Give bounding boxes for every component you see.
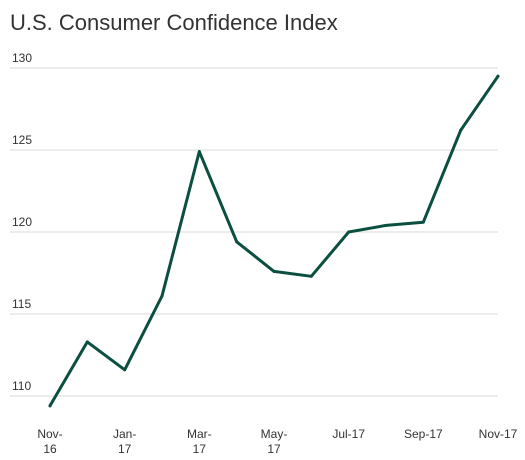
y-tick-label: 110 [12,379,31,393]
x-axis-ticks: Nov-16 Jan-17 Mar-17 May-17 Jul-17 Sep-17 Nov-… [37,427,517,456]
y-tick-label: 130 [12,51,32,65]
data-point [48,404,52,408]
chart-title: U.S. Consumer Confidence Index [10,10,338,35]
series-layer [48,74,500,408]
x-tick-label: Mar-17 [187,427,212,456]
data-point [160,294,164,298]
x-tick-label: Jan-17 [113,427,136,456]
x-tick-label: Jul-17 [332,427,365,441]
series-line [48,74,500,408]
data-point [384,223,388,227]
data-point [496,74,500,78]
data-point [123,368,127,372]
x-tick-label: Sep-17 [404,427,443,441]
x-tick-label: Nov-16 [37,427,62,456]
x-tick-label: Nov-17 [479,427,518,441]
x-tick-label: May-17 [261,427,288,456]
gridlines [10,67,498,397]
data-point [272,269,276,273]
y-tick-label: 115 [12,297,31,311]
data-point [459,128,463,132]
data-point [309,274,313,278]
data-point [85,340,89,344]
y-tick-label: 125 [12,133,32,147]
data-point [421,220,425,224]
data-point [347,230,351,234]
y-tick-label: 120 [12,215,32,229]
y-axis-ticks: 110 115 120 125 130 [12,51,32,393]
data-point [235,240,239,244]
data-point [197,150,201,154]
